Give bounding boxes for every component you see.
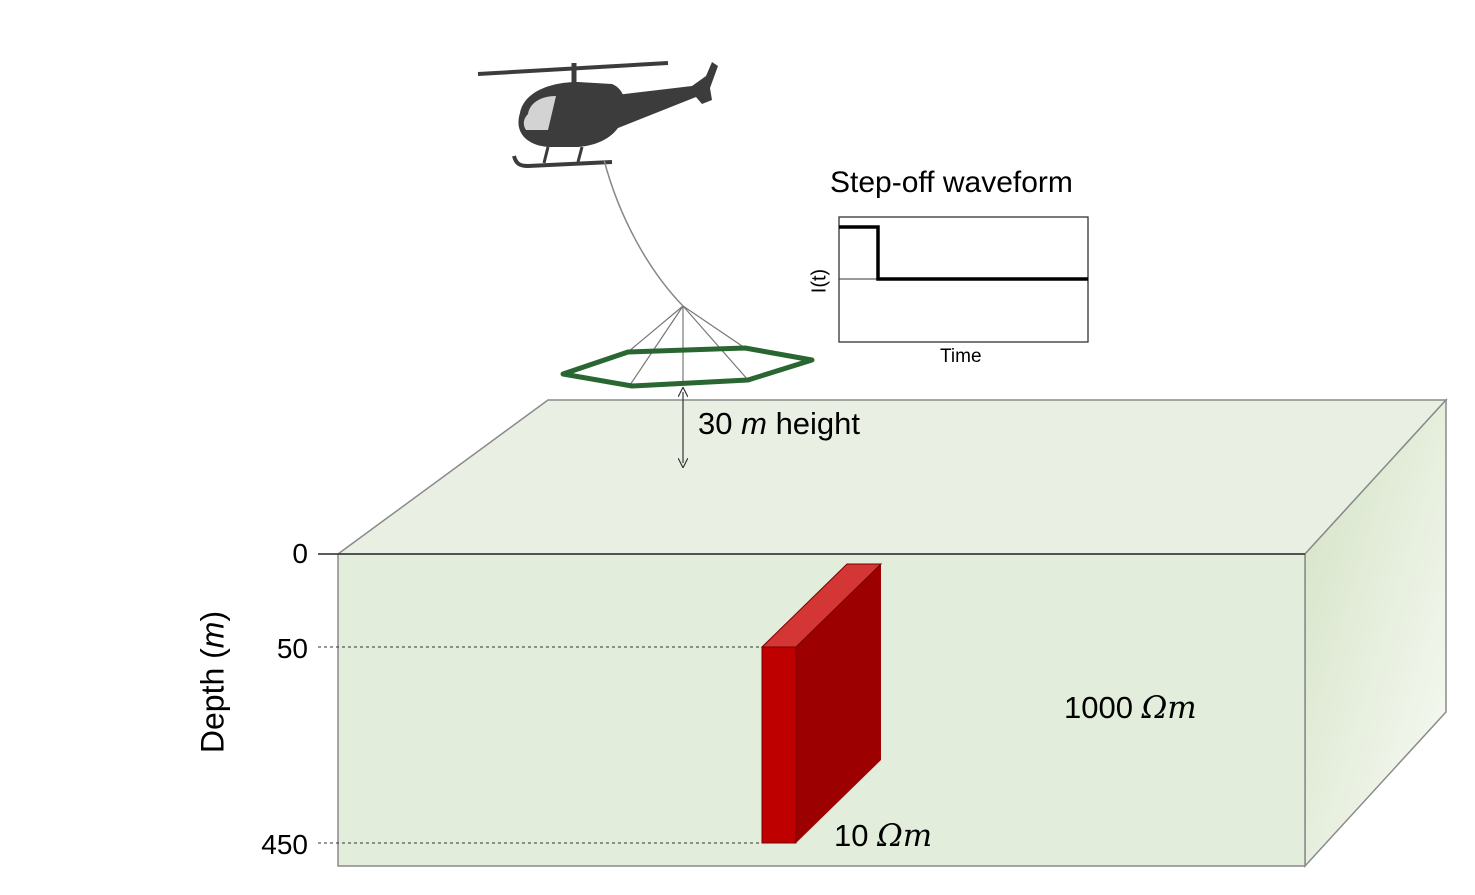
flight-height-suffix: height	[775, 406, 861, 441]
flight-height-unit: m	[741, 406, 767, 441]
waveform-x-axis-label: Time	[940, 346, 982, 367]
flight-height-label: 30 m height	[698, 406, 860, 442]
loop-harness	[627, 305, 749, 386]
depth-tick-50: 50	[276, 633, 308, 664]
waveform-curve	[839, 225, 1088, 281]
depth-tick-0: 0	[292, 538, 308, 569]
host-resistivity-unit: Ωm	[1141, 690, 1197, 726]
waveform-y-axis-label: I(t)	[808, 268, 831, 294]
host-resistivity-label: 1000 Ωm	[1064, 690, 1197, 726]
target-front-face	[761, 646, 797, 844]
depth-axis-title: Depth (m)	[195, 611, 232, 753]
target-resistivity-label: 10 Ωm	[834, 818, 932, 854]
earth-top-face	[335, 399, 1448, 555]
host-resistivity-value: 1000	[1064, 690, 1133, 725]
flight-height-value: 30	[698, 406, 733, 441]
target-resistivity-value: 10	[834, 818, 869, 853]
conductive-target	[760, 563, 883, 844]
earth-block	[318, 398, 1448, 868]
depth-title-unit: m	[194, 621, 231, 649]
waveform-title: Step-off waveform	[830, 166, 1073, 199]
target-side-face	[796, 564, 881, 843]
transmitter-loop	[560, 345, 815, 389]
target-resistivity-unit: Ωm	[877, 818, 933, 854]
helicopter-icon	[477, 61, 718, 169]
tow-cable	[603, 159, 684, 307]
depth-title-prefix: Depth (	[194, 648, 231, 754]
depth-title-suffix: )	[194, 610, 231, 622]
waveform-inset	[838, 216, 1089, 343]
depth-tick-450: 450	[261, 829, 308, 860]
